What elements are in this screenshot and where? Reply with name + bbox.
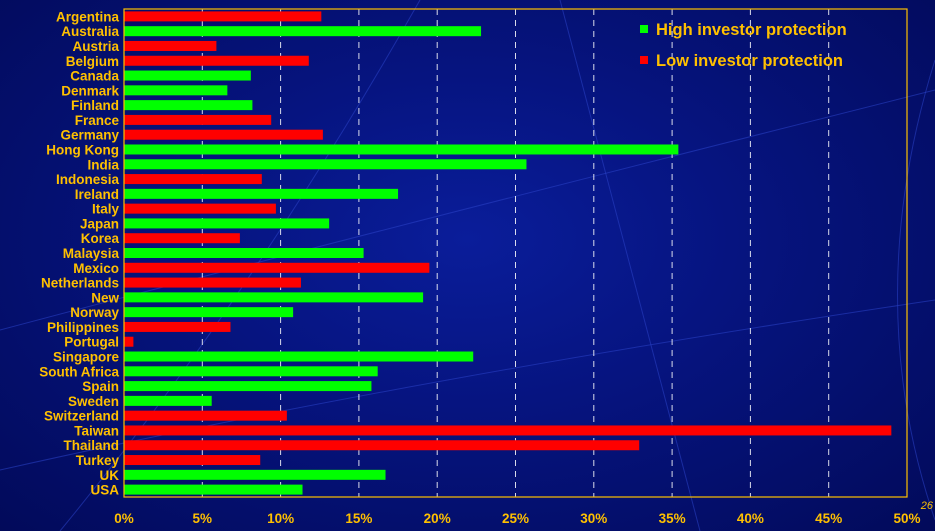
category-label-hong-kong: Hong Kong xyxy=(46,142,119,157)
category-label-germany: Germany xyxy=(60,128,119,143)
category-label-south-africa: South Africa xyxy=(39,364,119,379)
category-label-sweden: Sweden xyxy=(68,394,119,409)
category-label-italy: Italy xyxy=(92,202,120,217)
category-label-philippines: Philippines xyxy=(47,320,119,335)
x-tick-label-30: 30% xyxy=(580,511,607,526)
category-label-argentina: Argentina xyxy=(56,9,119,24)
bar-mexico xyxy=(124,262,430,273)
bar-norway xyxy=(124,307,294,318)
category-label-indonesia: Indonesia xyxy=(56,172,120,187)
category-label-switzerland: Switzerland xyxy=(44,409,119,424)
bar-belgium xyxy=(124,55,309,66)
bar-spain xyxy=(124,381,372,392)
bar-finland xyxy=(124,100,253,111)
x-tick-label-25: 25% xyxy=(502,511,529,526)
bar-turkey xyxy=(124,455,261,466)
bar-france xyxy=(124,114,272,125)
category-label-norway: Norway xyxy=(70,305,119,320)
bars xyxy=(124,11,892,495)
x-tick-label-35: 35% xyxy=(659,511,686,526)
x-tick-label-0: 0% xyxy=(114,511,134,526)
category-label-belgium: Belgium xyxy=(66,54,119,69)
legend: High investor protection Low investor pro… xyxy=(640,21,847,70)
bar-taiwan xyxy=(124,425,892,436)
globe-line-4 xyxy=(897,59,935,521)
bar-germany xyxy=(124,129,323,140)
category-label-uk: UK xyxy=(100,468,120,483)
bar-usa xyxy=(124,484,303,495)
bar-sweden xyxy=(124,395,212,406)
category-label-france: France xyxy=(75,113,120,128)
bar-south-africa xyxy=(124,366,378,377)
globe-line-1 xyxy=(0,299,935,471)
x-axis-tick-labels: 0% 5% 10% 15% 20% 25% 30% 35% 40% 45% 50% xyxy=(114,511,920,526)
category-label-netherlands: Netherlands xyxy=(41,276,119,291)
bar-netherlands xyxy=(124,277,301,288)
bar-korea xyxy=(124,233,240,244)
bar-malaysia xyxy=(124,248,364,258)
legend-label-low: Low investor protection xyxy=(656,52,843,70)
globe-line-0 xyxy=(0,89,935,331)
bar-india xyxy=(124,159,527,170)
legend-swatch-low xyxy=(640,56,648,64)
globe-line-3 xyxy=(559,0,701,531)
category-label-taiwan: Taiwan xyxy=(74,423,119,438)
x-tick-label-45: 45% xyxy=(815,511,842,526)
category-label-korea: Korea xyxy=(81,231,120,246)
category-label-japan: Japan xyxy=(80,216,119,231)
bar-japan xyxy=(124,218,330,229)
bar-portugal xyxy=(124,336,134,347)
plot-area-frame xyxy=(123,8,908,498)
category-label-australia: Australia xyxy=(61,24,119,39)
category-label-denmark: Denmark xyxy=(61,83,119,98)
bar-uk xyxy=(124,469,386,480)
bar-thailand xyxy=(124,440,640,451)
bar-indonesia xyxy=(124,174,262,185)
category-label-singapore: Singapore xyxy=(53,350,120,365)
bar-philippines xyxy=(124,321,231,332)
category-label-malaysia: Malaysia xyxy=(63,246,120,261)
bar-canada xyxy=(124,70,251,81)
bar-switzerland xyxy=(124,410,287,421)
bar-new xyxy=(124,292,424,303)
x-tick-label-15: 15% xyxy=(345,511,372,526)
legend-label-high: High investor protection xyxy=(656,21,847,39)
x-tick-label-20: 20% xyxy=(424,511,451,526)
x-tick-label-40: 40% xyxy=(737,511,764,526)
category-label-portugal: Portugal xyxy=(64,335,119,350)
category-label-thailand: Thailand xyxy=(63,438,119,453)
category-label-canada: Canada xyxy=(70,69,119,84)
page-number: 26 xyxy=(920,500,933,512)
bar-austria xyxy=(124,40,217,51)
category-label-new: New xyxy=(91,290,119,305)
category-label-usa: USA xyxy=(90,483,119,498)
bar-ireland xyxy=(124,188,399,199)
legend-swatch-high xyxy=(640,25,648,33)
bar-denmark xyxy=(124,85,228,96)
x-tick-label-10: 10% xyxy=(267,511,294,526)
bar-argentina xyxy=(124,11,322,22)
x-tick-label-5: 5% xyxy=(193,511,213,526)
category-label-austria: Austria xyxy=(72,39,119,54)
category-label-mexico: Mexico xyxy=(73,261,119,276)
bar-hong-kong xyxy=(124,144,679,155)
bar-italy xyxy=(124,203,276,214)
category-label-spain: Spain xyxy=(82,379,119,394)
bar-singapore xyxy=(124,351,474,362)
x-tick-label-50: 50% xyxy=(893,511,920,526)
bar-australia xyxy=(124,26,482,37)
category-labels: ArgentinaAustraliaAustriaBelgiumCanadaDe… xyxy=(39,9,119,497)
category-label-turkey: Turkey xyxy=(76,453,120,468)
category-label-india: India xyxy=(87,157,119,172)
category-label-finland: Finland xyxy=(71,98,119,113)
category-label-ireland: Ireland xyxy=(75,187,119,202)
